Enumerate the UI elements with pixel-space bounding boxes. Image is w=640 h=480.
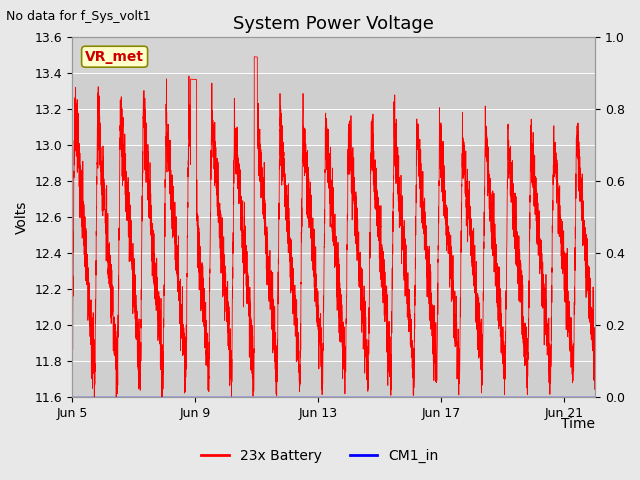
Bar <box>72 289 595 325</box>
Bar <box>72 361 595 397</box>
Text: Time: Time <box>561 417 595 431</box>
Bar <box>72 145 595 181</box>
Title: System Power Voltage: System Power Voltage <box>233 15 434 33</box>
Bar <box>72 217 595 253</box>
Bar <box>72 73 595 109</box>
Text: No data for f_Sys_volt1: No data for f_Sys_volt1 <box>6 10 151 23</box>
Text: VR_met: VR_met <box>85 50 144 64</box>
Legend: 23x Battery, CM1_in: 23x Battery, CM1_in <box>196 443 444 468</box>
Y-axis label: Volts: Volts <box>15 201 29 234</box>
